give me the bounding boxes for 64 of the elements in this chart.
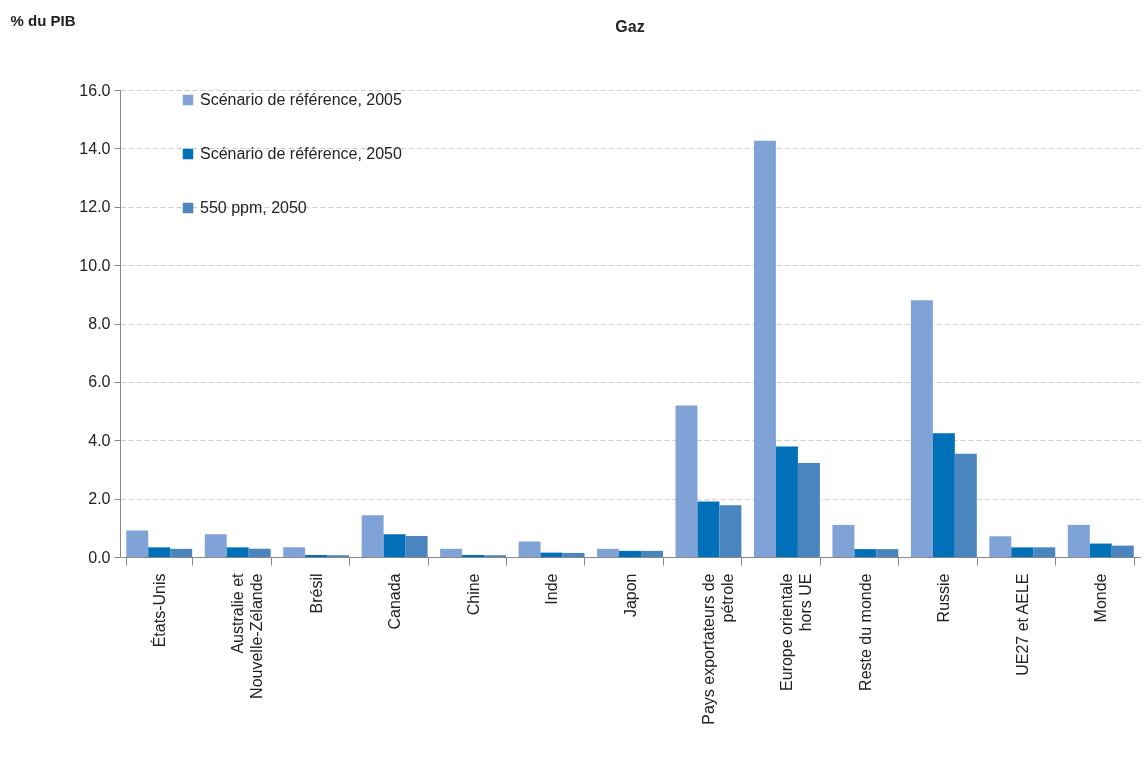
x-tick-label: Canada — [386, 573, 404, 630]
bar — [989, 536, 1012, 557]
bar — [462, 554, 485, 557]
legend-label: 550 ppm, 2050 — [200, 199, 307, 216]
chart-title: Gaz — [615, 18, 645, 35]
x-tick-label: Pays exportateurs de pétrole — [699, 573, 736, 725]
legend-label: Scénario de référence, 2050 — [200, 145, 403, 162]
bar — [440, 548, 463, 557]
y-tick-label: 16.0 — [79, 81, 111, 99]
bar — [640, 550, 663, 557]
bar — [675, 405, 698, 557]
bar — [383, 534, 406, 557]
bar — [1067, 524, 1090, 557]
bar — [697, 501, 720, 557]
y-tick-label: 0.0 — [88, 548, 111, 566]
y-tick-label: 14.0 — [79, 139, 111, 157]
x-tick-label: Reste du monde — [856, 573, 874, 691]
bar — [562, 552, 585, 557]
x-tick-label: Japon — [621, 573, 639, 618]
bar — [126, 530, 149, 557]
bar — [361, 515, 384, 557]
x-tick-label: Inde — [543, 573, 561, 605]
bar — [619, 550, 641, 557]
y-axis-title: % du PIB — [10, 11, 76, 29]
bar — [775, 446, 798, 557]
bar — [753, 140, 776, 557]
bar — [1011, 547, 1034, 557]
bar — [932, 433, 955, 557]
bar — [204, 534, 227, 557]
y-tick-label: 10.0 — [79, 256, 111, 274]
legend-label: Scénario de référence, 2005 — [200, 91, 403, 108]
bar — [170, 548, 193, 557]
bar — [876, 549, 899, 557]
y-tick-label: 12.0 — [79, 198, 111, 216]
x-tick-label: Australie et Nouvelle-Zélande — [229, 572, 266, 699]
bar — [226, 547, 249, 557]
x-tick-label: Chine — [464, 573, 482, 616]
bar — [910, 300, 933, 557]
bar — [854, 549, 877, 557]
x-tick-label: Europe orientale hors UE — [778, 573, 815, 691]
y-tick-label: 2.0 — [88, 490, 111, 508]
bar — [1033, 547, 1056, 557]
bar — [832, 524, 855, 557]
bar — [518, 541, 541, 557]
y-tick-label: 6.0 — [88, 373, 111, 391]
bar — [283, 547, 306, 557]
bar — [540, 552, 563, 557]
bar — [719, 505, 742, 557]
x-tick-label: États-Unis — [149, 573, 168, 648]
bar — [597, 548, 620, 557]
y-tick-label: 8.0 — [88, 315, 111, 332]
bar — [954, 453, 977, 557]
bar — [405, 535, 428, 557]
bar — [248, 548, 271, 557]
x-tick-label: Monde — [1092, 573, 1110, 623]
bar — [1111, 545, 1134, 557]
x-tick-label: UE27 et AELE — [1013, 573, 1031, 676]
bar — [305, 554, 328, 557]
bar — [148, 547, 171, 557]
bar — [797, 463, 820, 557]
x-tick-label: Brésil — [307, 573, 325, 614]
bar — [1089, 543, 1112, 557]
x-tick-label: Russie — [935, 573, 953, 623]
y-tick-label: 4.0 — [88, 431, 111, 449]
